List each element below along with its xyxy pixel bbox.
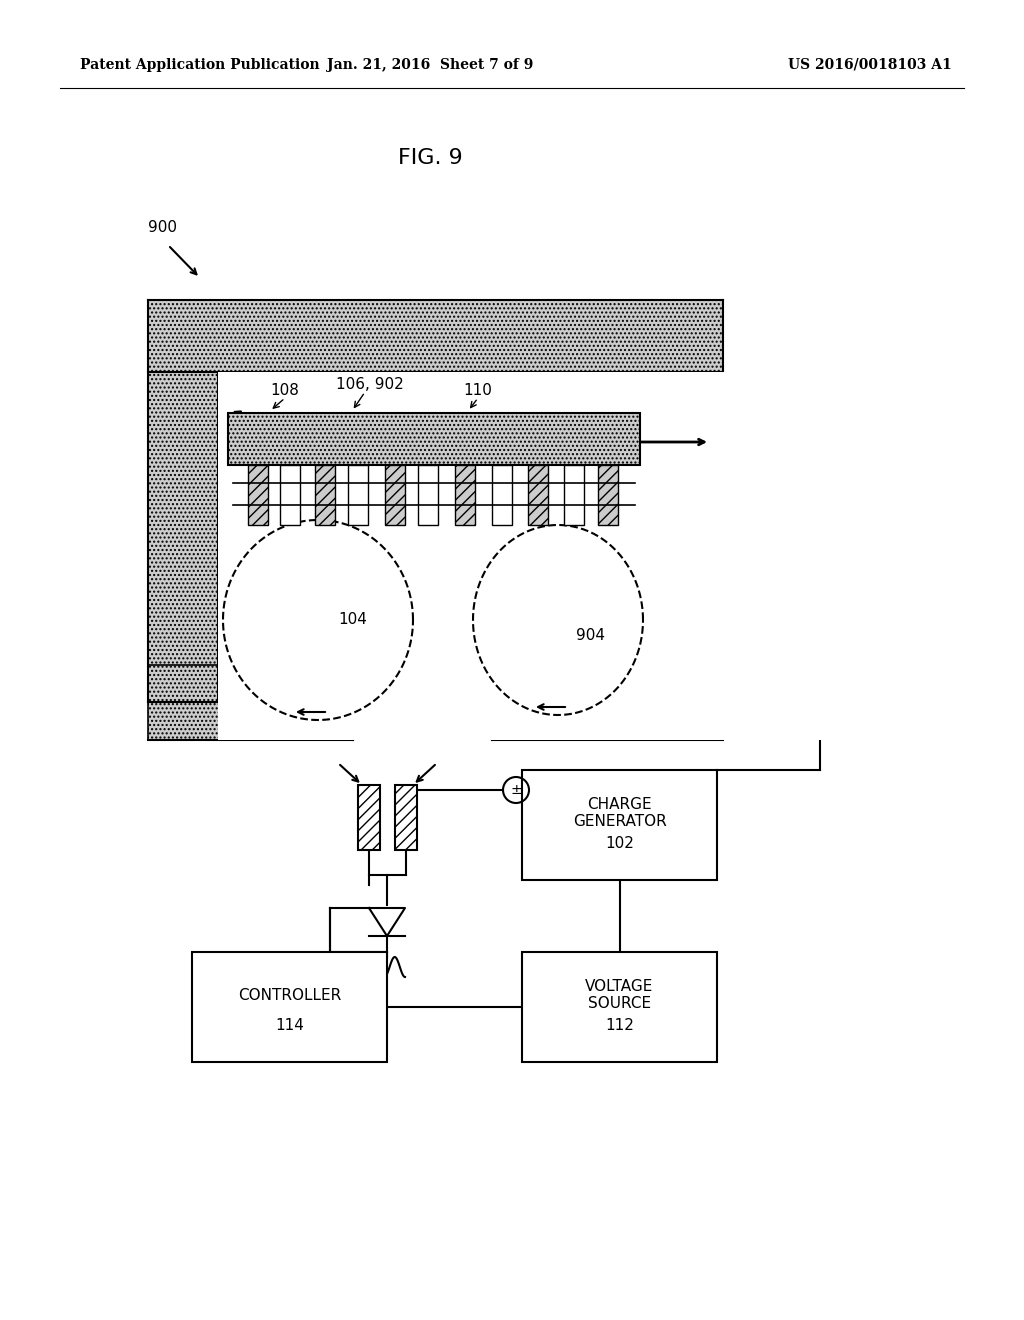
Text: FIG. 9: FIG. 9 [397,148,463,168]
Bar [648,430,723,665]
Text: 108: 108 [270,383,299,399]
Bar [193,952,387,1063]
Text: 900: 900 [148,220,177,235]
Text: ±: ± [510,783,522,797]
Bar [522,952,717,1063]
Bar [385,465,406,525]
Bar [528,465,548,525]
Text: 110: 110 [464,383,493,399]
Text: 102: 102 [605,836,634,850]
Text: 112: 112 [605,1018,634,1032]
Bar [348,465,368,525]
Bar [455,465,475,525]
Bar [522,770,717,880]
Bar [492,665,723,741]
Bar [315,465,335,525]
Text: 904: 904 [575,627,605,643]
Bar [598,465,618,525]
Bar [218,372,933,741]
Bar [280,465,300,525]
Text: CONTROLLER: CONTROLLER [238,987,341,1002]
Bar [148,372,218,702]
Bar [228,413,640,465]
Text: Patent Application Publication: Patent Application Publication [80,58,319,73]
Text: 104: 104 [338,612,367,627]
Text: Jan. 21, 2016  Sheet 7 of 9: Jan. 21, 2016 Sheet 7 of 9 [327,58,534,73]
Bar [395,785,417,850]
Text: 114: 114 [275,1018,304,1032]
Bar [418,465,438,525]
Bar [148,665,353,741]
Bar [148,300,723,372]
Text: 106, 902: 106, 902 [336,378,403,392]
Text: VOLTAGE
SOURCE: VOLTAGE SOURCE [586,979,653,1011]
Bar [248,465,268,525]
Bar [358,785,380,850]
Bar [492,465,512,525]
Bar [564,465,584,525]
Text: CHARGE
GENERATOR: CHARGE GENERATOR [572,797,667,829]
Text: US 2016/0018103 A1: US 2016/0018103 A1 [788,58,952,73]
